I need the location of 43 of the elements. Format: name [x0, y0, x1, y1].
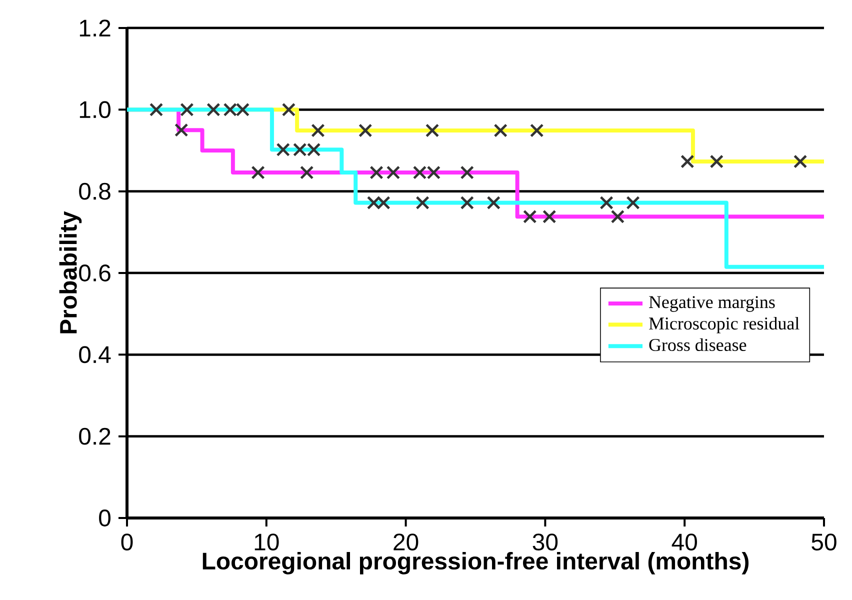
point — [416, 196, 430, 210]
point — [793, 154, 808, 168]
legend-label: Negative margins — [649, 296, 775, 312]
point — [542, 210, 556, 224]
point — [174, 123, 188, 137]
y-tick-label: 1.2 — [80, 20, 110, 36]
point — [425, 124, 440, 138]
point — [370, 166, 384, 180]
point — [710, 154, 724, 168]
x-tick-label: 20 — [394, 534, 418, 550]
x-tick-label: 0 — [121, 534, 133, 550]
point — [149, 102, 164, 116]
legend-label: Gross disease — [649, 338, 746, 352]
point — [300, 166, 314, 180]
point — [282, 102, 296, 116]
legend-label: Microscopic residual — [649, 316, 800, 334]
point — [460, 166, 474, 180]
y-tick-label: 0.4 — [79, 346, 111, 364]
x-tick-label: 30 — [532, 534, 558, 550]
y-tick-label: 0 — [99, 510, 111, 526]
point — [486, 196, 500, 210]
point — [206, 102, 220, 116]
point — [460, 196, 474, 210]
x-tick-label: 50 — [812, 534, 836, 550]
point — [523, 210, 537, 224]
point — [251, 166, 265, 180]
point — [626, 196, 640, 210]
y-tick-label: 0.2 — [79, 428, 110, 445]
point — [386, 166, 400, 180]
point — [494, 124, 508, 138]
point — [311, 124, 325, 138]
point — [610, 210, 625, 224]
x-tick-label: 10 — [254, 534, 279, 550]
point — [276, 142, 290, 157]
point — [530, 124, 544, 138]
y-tick-label: 0.8 — [79, 182, 110, 200]
x-tick-label: 40 — [672, 534, 697, 550]
point — [180, 102, 194, 116]
point — [680, 154, 694, 168]
x-axis-title: Locoregional progression-free interval (months) — [202, 552, 749, 574]
point — [358, 124, 372, 138]
y-tick-label: 1.0 — [80, 101, 111, 118]
point — [600, 196, 614, 210]
